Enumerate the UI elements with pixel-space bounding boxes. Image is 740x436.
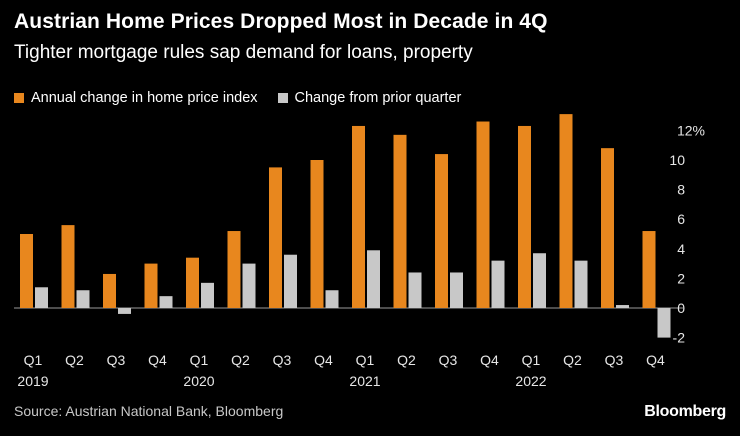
bar-annual-5 bbox=[227, 231, 241, 308]
bar-quarter-5 bbox=[242, 263, 256, 308]
bar-quarter-15 bbox=[657, 308, 671, 338]
bar-annual-4 bbox=[186, 257, 199, 308]
bar-quarter-0 bbox=[35, 287, 48, 308]
y-tick-label-5: 2 bbox=[677, 270, 685, 286]
bar-quarter-14 bbox=[616, 305, 629, 308]
legend: Annual change in home price index Change… bbox=[14, 90, 481, 106]
bar-annual-8 bbox=[352, 125, 365, 309]
bar-quarter-11 bbox=[491, 260, 505, 308]
x-tick-label-3: Q4 bbox=[148, 352, 167, 368]
y-tick-label-4: 4 bbox=[677, 241, 685, 257]
x-tick-label-11: Q4 bbox=[480, 352, 499, 368]
legend-swatch-quarter bbox=[277, 93, 288, 103]
bar-annual-1 bbox=[61, 225, 75, 308]
y-tick-label-2: 8 bbox=[677, 182, 685, 198]
legend-item-quarter: Change from prior quarter bbox=[277, 90, 462, 106]
x-year-label-0: 2019 bbox=[17, 373, 48, 389]
x-tick-label-15: Q4 bbox=[646, 352, 665, 368]
x-tick-label-6: Q3 bbox=[273, 352, 292, 368]
x-tick-label-5: Q2 bbox=[231, 352, 250, 368]
x-tick-label-7: Q4 bbox=[314, 352, 333, 368]
bloomberg-logo: Bloomberg bbox=[644, 403, 726, 420]
legend-swatch-annual bbox=[14, 93, 24, 103]
source-note: Source: Austrian National Bank, Bloomber… bbox=[14, 403, 284, 419]
y-tick-label-7: -2 bbox=[673, 330, 686, 346]
bar-annual-14 bbox=[601, 148, 614, 308]
y-tick-label-6: 0 bbox=[677, 300, 685, 316]
bar-quarter-1 bbox=[76, 290, 90, 308]
x-tick-label-2: Q3 bbox=[107, 352, 126, 368]
bar-annual-10 bbox=[435, 154, 448, 308]
bar-quarter-9 bbox=[408, 272, 422, 308]
bar-quarter-8 bbox=[367, 250, 380, 308]
chart-subtitle: Tighter mortgage rules sap demand for lo… bbox=[14, 42, 473, 63]
bar-annual-12 bbox=[518, 125, 531, 309]
bar-annual-15 bbox=[642, 231, 656, 308]
y-tick-label-0: 12% bbox=[677, 122, 705, 138]
bar-quarter-7 bbox=[325, 290, 339, 308]
bar-quarter-2 bbox=[118, 308, 131, 314]
y-tick-label-1: 10 bbox=[669, 152, 685, 168]
x-tick-label-1: Q2 bbox=[65, 352, 84, 368]
bar-quarter-4 bbox=[201, 282, 214, 308]
x-year-label-3: 2022 bbox=[515, 373, 546, 389]
bar-quarter-3 bbox=[159, 296, 173, 308]
x-tick-label-13: Q2 bbox=[563, 352, 582, 368]
x-tick-label-8: Q1 bbox=[356, 352, 375, 368]
bar-quarter-12 bbox=[533, 253, 546, 308]
bar-annual-6 bbox=[269, 167, 282, 308]
bar-annual-0 bbox=[20, 234, 33, 308]
bar-annual-11 bbox=[476, 121, 490, 309]
bar-annual-13 bbox=[559, 114, 573, 309]
x-tick-label-0: Q1 bbox=[24, 352, 43, 368]
x-tick-label-12: Q1 bbox=[522, 352, 541, 368]
bar-quarter-6 bbox=[284, 254, 297, 308]
x-year-label-2: 2021 bbox=[349, 373, 380, 389]
x-tick-label-9: Q2 bbox=[397, 352, 416, 368]
bar-quarter-10 bbox=[450, 272, 463, 308]
legend-item-annual: Annual change in home price index bbox=[14, 90, 258, 106]
bar-annual-7 bbox=[310, 160, 324, 308]
bar-annual-2 bbox=[103, 273, 116, 308]
chart-title: Austrian Home Prices Dropped Most in Dec… bbox=[14, 10, 548, 33]
y-tick-label-3: 6 bbox=[677, 211, 685, 227]
bar-annual-3 bbox=[144, 263, 158, 308]
legend-label-annual: Annual change in home price index bbox=[31, 90, 258, 106]
x-tick-label-4: Q1 bbox=[190, 352, 209, 368]
legend-label-quarter: Change from prior quarter bbox=[294, 90, 462, 106]
x-tick-label-14: Q3 bbox=[605, 352, 624, 368]
x-tick-label-10: Q3 bbox=[439, 352, 458, 368]
bar-annual-9 bbox=[393, 134, 407, 308]
x-year-label-1: 2020 bbox=[183, 373, 214, 389]
bar-quarter-13 bbox=[574, 260, 588, 308]
